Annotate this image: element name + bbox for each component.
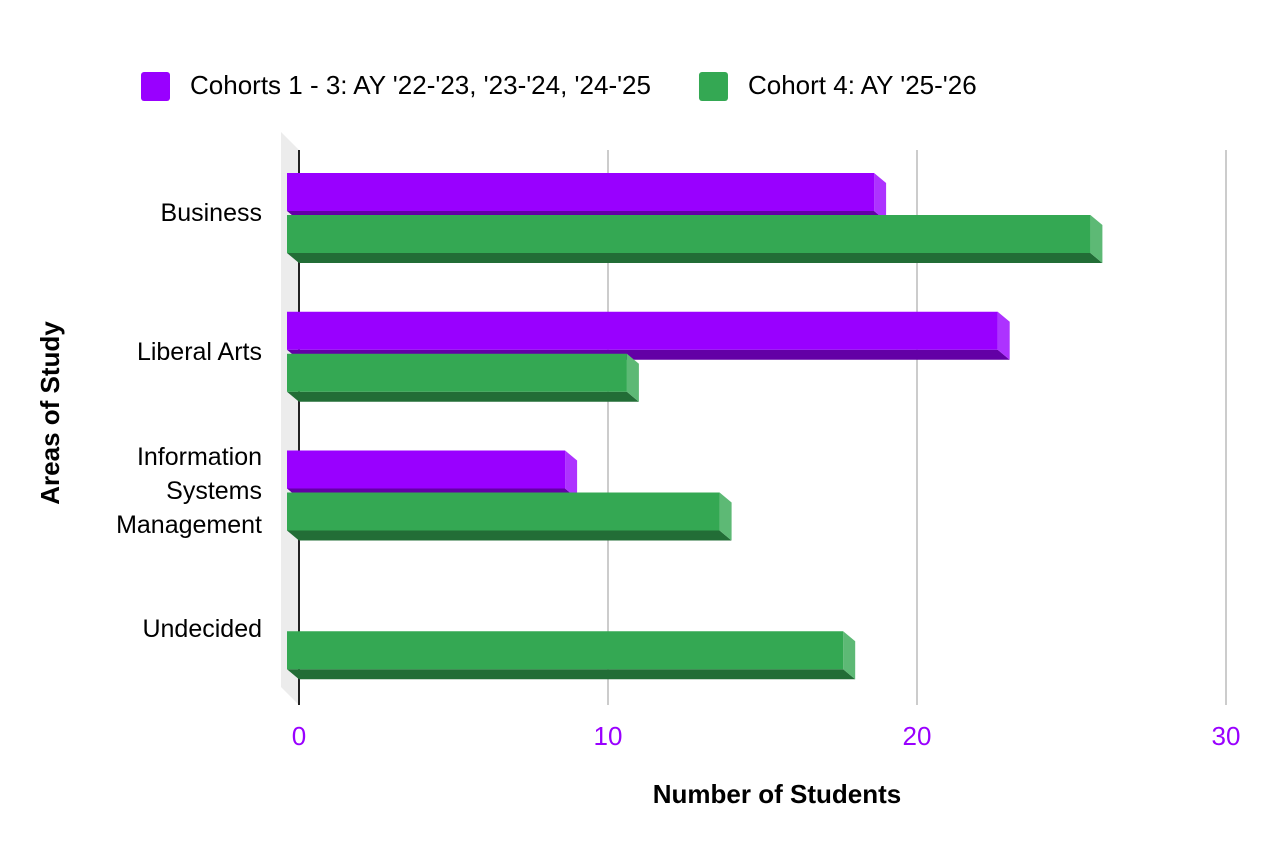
y-tick-label: Undecided — [142, 615, 262, 644]
bar — [287, 311, 998, 350]
y-tick-label: Liberal Arts — [136, 337, 262, 366]
bar — [287, 215, 1091, 253]
legend-label: Cohort 4: AY '25-'26 — [748, 70, 977, 100]
legend-label: Cohorts 1 - 3: AY '22-'23, '23-'24, '24-… — [190, 70, 651, 100]
bar — [287, 492, 720, 531]
bar — [287, 173, 875, 211]
legend-swatch — [141, 72, 170, 101]
legend-swatch — [698, 72, 728, 101]
bar-depth — [843, 631, 856, 680]
bar — [287, 353, 627, 392]
bar-depth — [997, 311, 1010, 360]
bar-depth — [626, 353, 639, 402]
bar-depth — [874, 173, 887, 221]
x-tick-label: 30 — [1212, 721, 1241, 751]
axis-wall — [281, 132, 299, 705]
bar-depth — [287, 530, 732, 541]
bar — [287, 631, 844, 670]
bar-depth — [287, 253, 1103, 263]
y-axis-title: Areas of Study — [35, 321, 65, 505]
y-tick-label: Business — [160, 199, 262, 227]
bar-depth — [719, 492, 732, 541]
bar-depth — [287, 391, 639, 402]
bar-depth — [565, 450, 578, 499]
x-tick-label: 10 — [594, 721, 623, 751]
bar-depth — [287, 669, 856, 680]
bar — [287, 450, 566, 489]
bar-depth — [1090, 215, 1103, 263]
x-tick-label: 20 — [903, 721, 932, 751]
x-tick-label: 0 — [292, 721, 306, 751]
y-tick-label: Information Systems Management — [116, 442, 262, 539]
x-axis-title: Number of Students — [653, 779, 901, 809]
